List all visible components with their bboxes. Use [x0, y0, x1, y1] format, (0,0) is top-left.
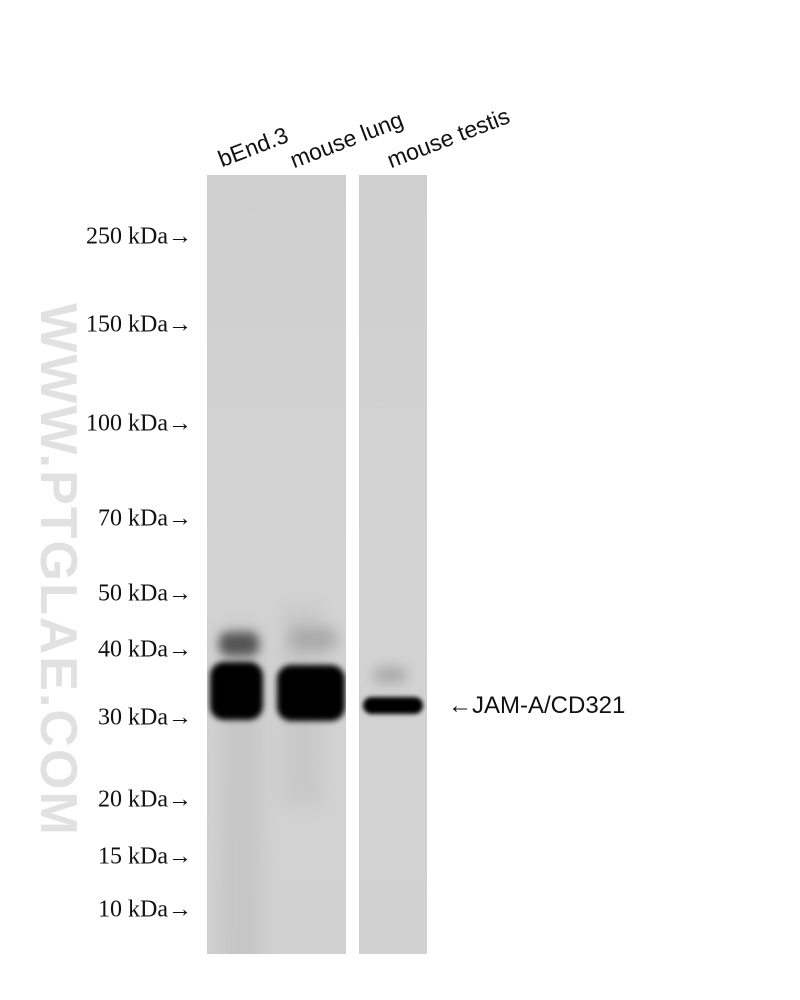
target-protein-label: ←JAM-A/CD321 [448, 692, 626, 719]
band-bend3-40kda [219, 632, 259, 656]
watermark-text: WWW.PTGLAE.COM [29, 303, 87, 837]
lane-label-bend3: bEnd.3 [214, 121, 292, 173]
blot-panel-right [359, 175, 427, 954]
band-lung-jama [277, 665, 345, 721]
marker-100: 100 kDa→ [86, 410, 192, 437]
marker-15: 15 kDa→ [98, 843, 192, 870]
marker-20: 20 kDa→ [98, 786, 192, 813]
lane-label-mouse-testis: mouse testis [383, 102, 514, 174]
marker-250: 250 kDa→ [86, 223, 192, 250]
marker-50: 50 kDa→ [98, 580, 192, 607]
marker-10: 10 kDa→ [98, 896, 192, 923]
marker-40: 40 kDa→ [98, 636, 192, 663]
band-bend3-jama [210, 662, 263, 720]
band-testis-faint [373, 667, 407, 683]
band-testis-jama [363, 697, 423, 714]
marker-30: 30 kDa→ [98, 704, 192, 731]
marker-70: 70 kDa→ [98, 505, 192, 532]
marker-150: 150 kDa→ [86, 311, 192, 338]
blot-panel-left [207, 175, 346, 954]
band-lung-40kda [289, 627, 337, 651]
